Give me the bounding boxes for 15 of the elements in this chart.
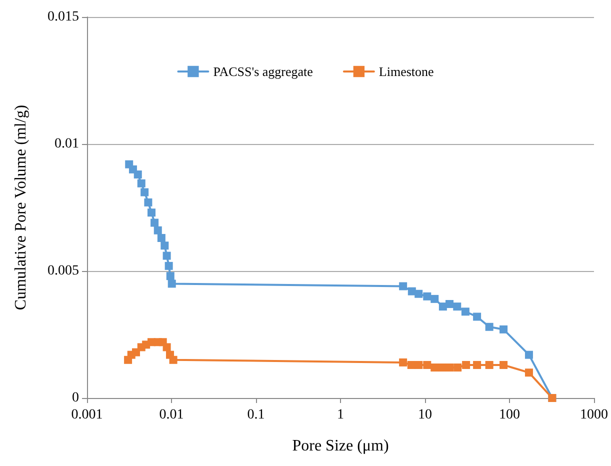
x-tick-label: 1 — [337, 408, 344, 422]
x-tick-label: 10 — [418, 408, 432, 422]
x-axis-title: Pore Size (μm) — [292, 438, 389, 454]
x-tick-label: 0.1 — [247, 408, 265, 422]
y-tick-label: 0.01 — [54, 136, 79, 152]
x-tick-label: 1000 — [580, 408, 608, 422]
y-tick-label: 0 — [72, 390, 79, 406]
y-tick-label: 0.015 — [48, 10, 79, 24]
legend-label: Limestone — [378, 64, 434, 79]
legend-label: PACSS's aggregate — [213, 64, 314, 79]
y-tick-label: 0.005 — [48, 264, 79, 278]
x-tick-label: 0.01 — [159, 408, 184, 422]
x-tick-label: 0.001 — [71, 408, 103, 422]
x-tick-label: 100 — [499, 408, 520, 422]
y-axis-title: Cumulative Pore Volume (ml/g) — [12, 104, 30, 310]
